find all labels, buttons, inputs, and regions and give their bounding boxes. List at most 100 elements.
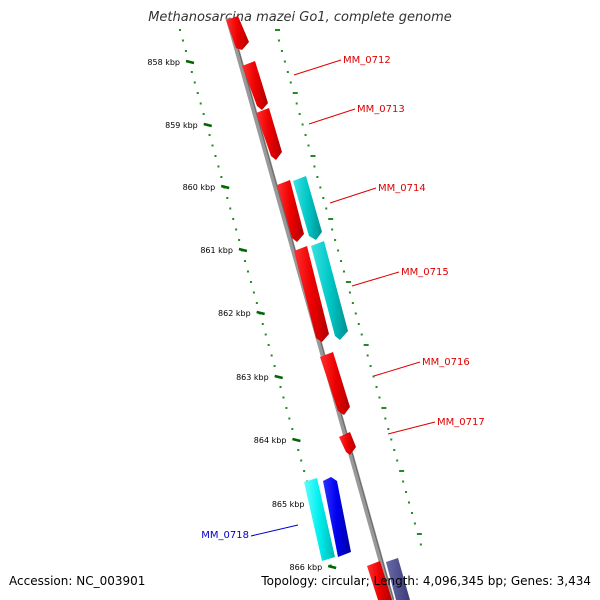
outer-guide-dot [286,71,289,73]
outer-guide-dot [280,50,283,52]
ruler-dot [264,333,267,336]
outer-guide-dot [340,260,343,262]
outer-guide-dot [419,543,422,546]
ruler-dot [291,428,294,430]
outer-guide-dot [307,144,310,147]
outer-guide-dot [366,354,369,357]
outer-guide-dot [289,81,292,84]
outer-guide-dot [351,302,354,304]
ruler-tick-label: 859 kbp [165,121,198,130]
rna-feature-mm-0715[interactable] [311,241,348,340]
outer-guide-dot [405,491,408,493]
outer-guide-dot [402,480,405,483]
label-leader-line [329,187,377,204]
outer-guide-dot [298,113,301,115]
ruler-dot [217,165,220,168]
outer-guide-dot [378,396,381,399]
gene-feature-mm-0716[interactable] [320,352,350,415]
outer-guide-dot [316,176,319,178]
gene-feature[interactable] [226,16,249,50]
gene-feature-mm-0713[interactable] [256,108,282,160]
ruler-major-tick [256,310,265,316]
rna-feature-mm-0718[interactable] [304,478,335,561]
ruler-major-tick [220,184,230,190]
ruler-dot [232,218,235,220]
rna-feature-mm-0714[interactable] [293,176,322,240]
ruler-dot [190,71,193,73]
outer-guide-dot [384,417,387,420]
ruler-major-tick [238,247,248,253]
label-leader-line [308,108,356,125]
outer-guide-dots [275,29,422,546]
outer-guide-dot [348,291,351,294]
gene-feature-mm-0715[interactable] [294,246,329,342]
ruler-major-tick [274,374,283,380]
outer-guide-dot [277,39,280,42]
gene-label-mm-0715[interactable]: MM_0715 [401,267,449,278]
gene-label-mm-0718[interactable]: MM_0718 [201,530,249,541]
outer-guide-dot [375,386,378,388]
label-leader-line [351,271,400,287]
ruler-dot [199,102,202,105]
gene-label-mm-0716[interactable]: MM_0716 [422,357,470,368]
outer-guide-dot [319,186,322,189]
ruler-dot [270,354,273,357]
ruler-dot [279,386,282,388]
ruler-major-tick [203,122,213,128]
ruler-tick-label: 863 kbp [236,373,269,382]
outer-guide-dot [292,92,298,94]
outer-guide-dot [283,60,286,63]
gene-label-mm-0714[interactable]: MM_0714 [378,183,426,194]
ruler-dot [226,197,229,199]
gene-feature-mm-0717[interactable] [339,432,356,455]
label-leader-line [387,421,436,435]
outer-guide-dot [363,344,369,346]
ruler-tick-label: 864 kbp [254,436,287,445]
outer-guide-dot [304,134,307,136]
ruler-dot [179,29,181,31]
outer-guide-dot [381,407,387,409]
outer-guide-dot [416,533,422,535]
gene-label-mm-0717[interactable]: MM_0717 [437,417,485,428]
ruler-dot [229,207,232,210]
ruler-dot [267,344,270,346]
ruler-dot [220,176,223,178]
ruler-dot [238,239,241,241]
ruler-dot [196,92,199,94]
ruler-dot [285,407,288,409]
outer-guide-dot [301,123,304,126]
ruler-dot [235,228,238,231]
ruler-dot [181,39,184,42]
gene-feature[interactable] [367,561,392,600]
ruler-dot [261,323,264,325]
ruler-dot [303,470,306,472]
ruler-dot [193,81,196,84]
gene-label-mm-0712[interactable]: MM_0712 [343,55,391,66]
label-leaders [250,59,436,537]
ruler-dot [273,365,276,367]
outer-guide-dot [295,102,298,105]
ruler-dot [249,281,252,283]
genome-summary-text: Topology: circular; Length: 4,096,345 bp… [261,574,591,588]
outer-guide-dot [337,249,340,252]
label-leader-line [250,524,299,537]
outer-guide-dot [345,281,351,283]
gene-label-mm-0713[interactable]: MM_0713 [357,104,405,115]
gene-feature[interactable] [386,558,410,600]
gene-feature-mm-0718[interactable] [323,477,351,557]
ruler-tick-label: 858 kbp [147,58,180,67]
ruler-major-tick [185,59,195,65]
outer-guide-dot [413,522,416,525]
ruler-dot [246,270,249,273]
gene-feature-mm-0712[interactable] [242,61,268,110]
gene-feature-mm-0714[interactable] [277,180,304,242]
outer-guide-dot [357,323,360,325]
outer-guide-dot [331,228,334,231]
ruler-dot [288,417,291,420]
ruler-tick-label: 861 kbp [200,246,233,255]
outer-guide-dot [369,365,372,367]
ruler-dot [214,155,217,157]
outer-guide-dot [325,207,328,210]
outer-guide-dot [396,459,399,462]
